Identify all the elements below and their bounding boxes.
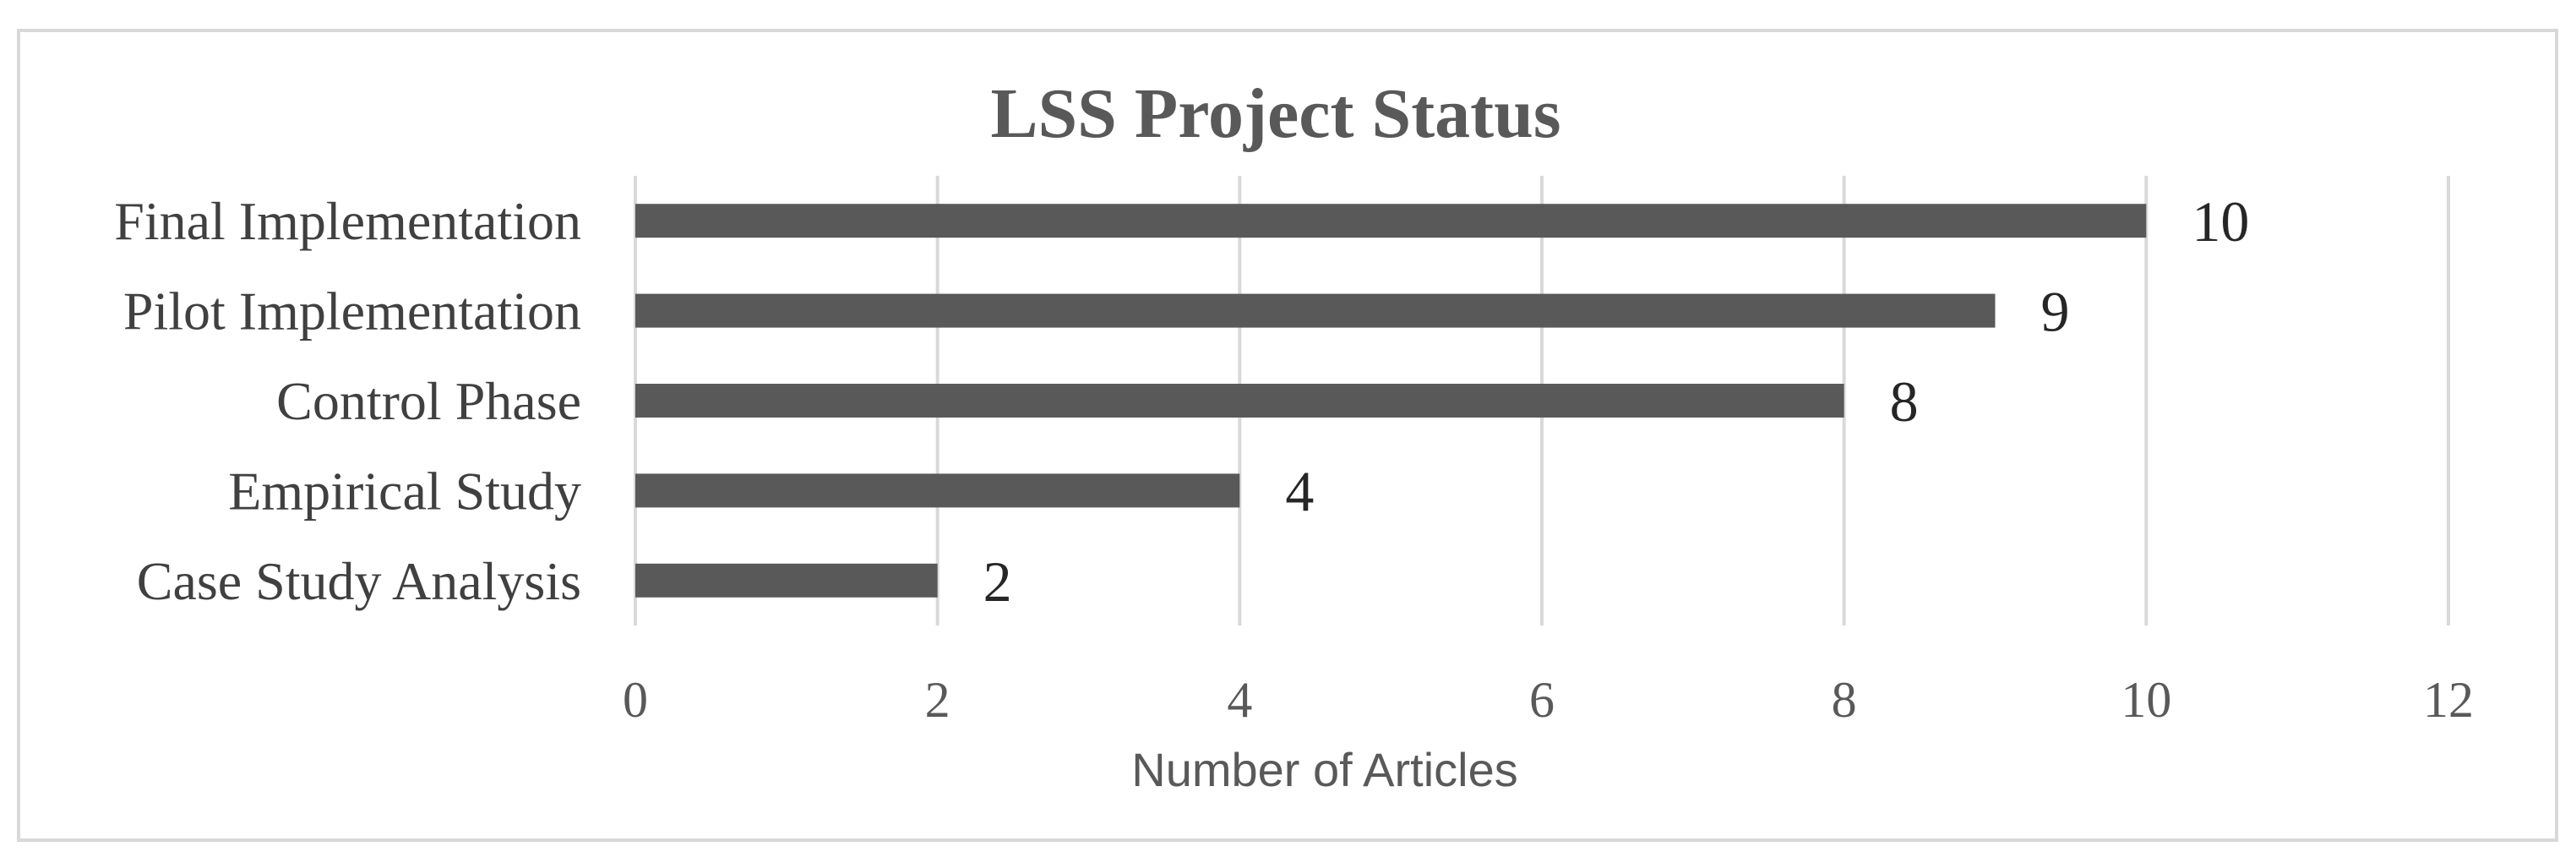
data-label: 4 [1285, 459, 1314, 523]
x-tick-labels: 0 2 4 6 8 10 12 [623, 672, 2474, 728]
bars [635, 204, 2147, 598]
data-labels: 10 9 8 4 2 [983, 189, 2250, 614]
x-tick-label: 2 [925, 672, 950, 728]
data-label: 8 [1890, 369, 1919, 434]
category-label: Case Study Analysis [137, 551, 581, 611]
bar [635, 293, 1996, 328]
bar [635, 563, 938, 598]
data-label: 10 [2192, 189, 2249, 254]
chart-frame [17, 29, 2558, 842]
data-label: 2 [983, 549, 1012, 614]
data-label: 9 [2041, 280, 2070, 344]
category-label: Control Phase [276, 371, 581, 431]
x-axis-title: Number of Articles [1131, 743, 1518, 796]
x-tick-label: 10 [2121, 672, 2171, 728]
x-tick-label: 0 [623, 672, 648, 728]
x-tick-label: 12 [2423, 672, 2474, 728]
bar [635, 204, 2147, 238]
x-tick-label: 8 [1832, 672, 1857, 728]
x-tick-label: 6 [1529, 672, 1555, 728]
category-label: Empirical Study [228, 461, 581, 521]
category-label: Pilot Implementation [123, 281, 581, 341]
gridlines [634, 176, 2450, 625]
bar [635, 384, 1844, 418]
bar [635, 473, 1240, 508]
category-labels: Final Implementation Pilot Implementation… [114, 191, 581, 611]
x-tick-label: 4 [1227, 672, 1252, 728]
category-label: Final Implementation [114, 191, 581, 251]
chart-title: LSS Project Status [990, 74, 1560, 153]
